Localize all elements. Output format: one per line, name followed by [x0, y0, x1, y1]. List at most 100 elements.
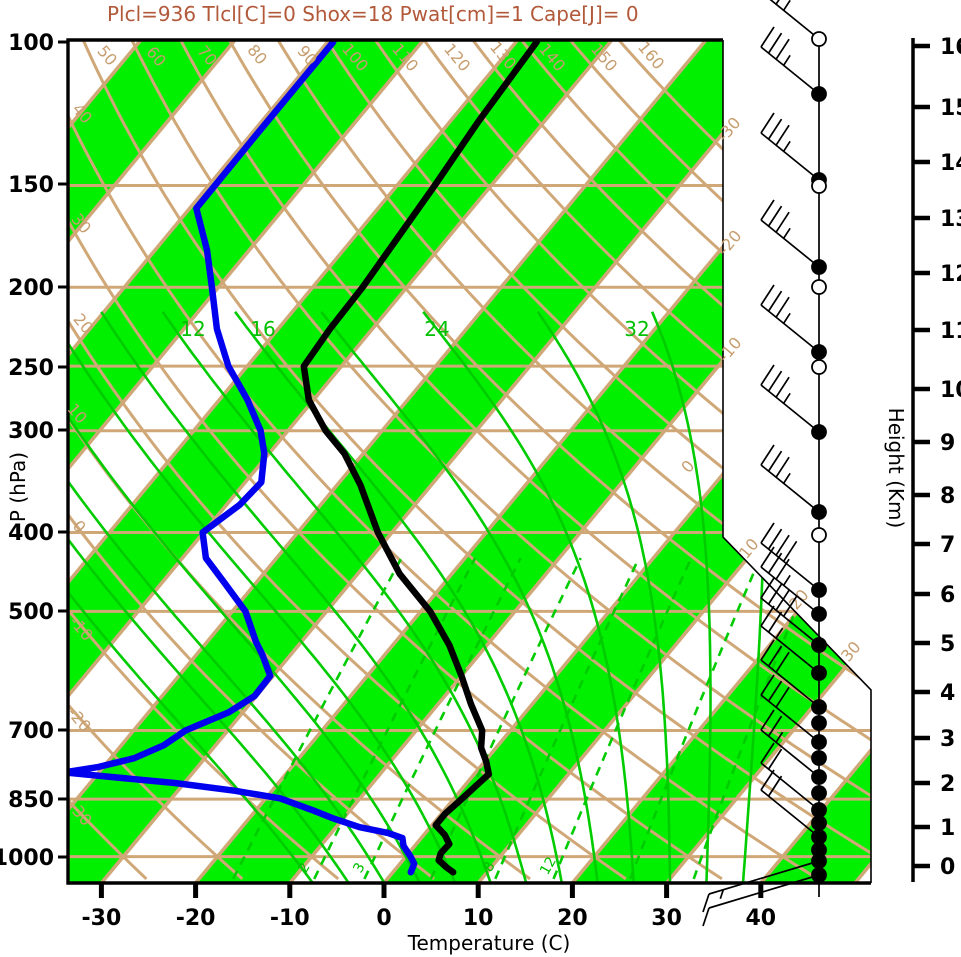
dry-adiabat-line: [507, 40, 871, 881]
barb-staff: [760, 46, 820, 95]
temperature-tick-label: 20: [557, 906, 588, 931]
barb-half-tick: [775, 731, 784, 743]
dry-adiabat-line: [68, 40, 627, 881]
mixing-ratio-lines: [231, 557, 818, 880]
green-band: [68, 40, 801, 883]
isotherm-line: [68, 40, 708, 883]
isotherm-line: [68, 40, 237, 883]
barb-full-tick: [767, 775, 783, 797]
barb-half-tick: [782, 140, 791, 152]
isotherm-line: [759, 40, 871, 883]
mixing-ratio-line: [363, 557, 522, 880]
station-dot-filled: [811, 637, 827, 653]
height-tick-label: 15: [940, 96, 961, 121]
barb-full-tick: [760, 284, 775, 306]
wind-barb: [811, 279, 827, 295]
wind-barb: [760, 605, 827, 681]
barb-full-tick: [782, 540, 798, 562]
height-tick-label: 2: [940, 772, 955, 797]
barb-full-tick: [775, 534, 790, 556]
wind-barb: [760, 26, 827, 102]
station-dot-open: [811, 178, 827, 194]
barb-half-tick: [782, 574, 791, 586]
dry-adiabat-line: [315, 40, 871, 881]
pressure-tick-label: 850: [8, 788, 54, 813]
barb-full-tick: [767, 552, 783, 574]
wind-barb: [760, 444, 827, 520]
chart-title: Plcl=936 Tlcl[C]=0 Shox=18 Pwat[cm]=1 Ca…: [107, 2, 639, 26]
wind-barb: [760, 577, 827, 653]
barb-half-tick: [782, 54, 791, 66]
barb-half-tick: [782, 227, 791, 239]
green-band: [68, 40, 612, 883]
pressure-tick-label: 250: [8, 356, 54, 381]
barb-staff: [760, 789, 820, 838]
barb-full-tick: [767, 290, 783, 312]
isotherm-line: [288, 40, 871, 883]
station-dot-filled: [811, 582, 827, 598]
barb-full-tick: [775, 0, 780, 5]
barb-full-tick: [702, 907, 710, 927]
wind-barb-column: [702, 0, 827, 927]
dry-adiabat-line: [68, 40, 819, 881]
mixing-ratio-line: [552, 557, 693, 880]
moist-adiabat-line: [100, 311, 493, 883]
dewpoint-curve: [68, 40, 418, 876]
wind-barb: [811, 750, 827, 766]
pressure-tick-label: 200: [8, 276, 54, 301]
mixing-ratio-line: [429, 557, 582, 880]
station-dot-filled: [811, 86, 827, 102]
height-tick-label: 16: [940, 35, 961, 60]
barb-staff: [760, 219, 820, 268]
station-dot-filled: [811, 504, 827, 520]
height-tick-label: 11: [940, 319, 961, 344]
moist-adiabat-line: [650, 311, 712, 883]
moist-adiabat-lines: [68, 310, 766, 883]
barb-half-tick: [782, 312, 791, 324]
moist-adiabat-line: [68, 311, 352, 883]
station-dot-filled: [811, 785, 827, 801]
height-tick-label: 3: [940, 727, 955, 752]
wind-barb: [760, 674, 827, 750]
barb-full-tick: [760, 709, 775, 731]
height-tick-label: 1: [940, 816, 955, 841]
isotherm-line: [68, 40, 331, 883]
barb-full-tick: [767, 370, 783, 392]
barb-full-tick: [760, 112, 775, 134]
wind-barb: [811, 178, 827, 194]
barb-full-tick: [760, 522, 775, 544]
mixing-ratio-line: [692, 557, 818, 880]
moist-adiabat-label: 32: [624, 317, 649, 341]
barb-full-tick: [760, 199, 775, 221]
barb-full-tick: [767, 583, 783, 605]
station-dot-filled: [811, 734, 827, 750]
height-tick-label: 8: [940, 484, 955, 509]
barb-full-tick: [760, 577, 775, 599]
pressure-tick-label: 150: [8, 173, 54, 198]
barb-staff: [760, 729, 820, 778]
wind-barb: [760, 546, 827, 622]
dry-adiabat-line: [74, 40, 871, 881]
moist-adiabat-line: [68, 311, 458, 883]
station-dot-filled: [811, 769, 827, 785]
isotherm-lines: [68, 40, 871, 883]
barb-full-tick: [767, 450, 783, 472]
station-dot-filled: [811, 802, 827, 818]
temperature-curve: [300, 40, 540, 876]
barb-full-tick: [760, 769, 775, 791]
temperature-tick-label: -20: [176, 906, 216, 931]
temperature-axis: -30 -20 -10 0 10 20 30 40: [82, 884, 776, 931]
dry-adiabat-line: [170, 40, 871, 881]
dry-adiabat-label: 160: [634, 38, 668, 74]
pressure-tick-label: 100: [8, 31, 54, 56]
barb-half-tick: [775, 627, 784, 639]
barb-full-tick: [760, 364, 775, 386]
station-dot-filled: [811, 665, 827, 681]
temperature-tick-label: 40: [745, 906, 776, 931]
moist-adiabat-line: [68, 311, 316, 883]
barb-staff: [760, 597, 820, 646]
dry-adiabat-line: [267, 40, 871, 881]
height-tick-label: 6: [940, 583, 955, 608]
wind-barb: [769, 0, 827, 47]
